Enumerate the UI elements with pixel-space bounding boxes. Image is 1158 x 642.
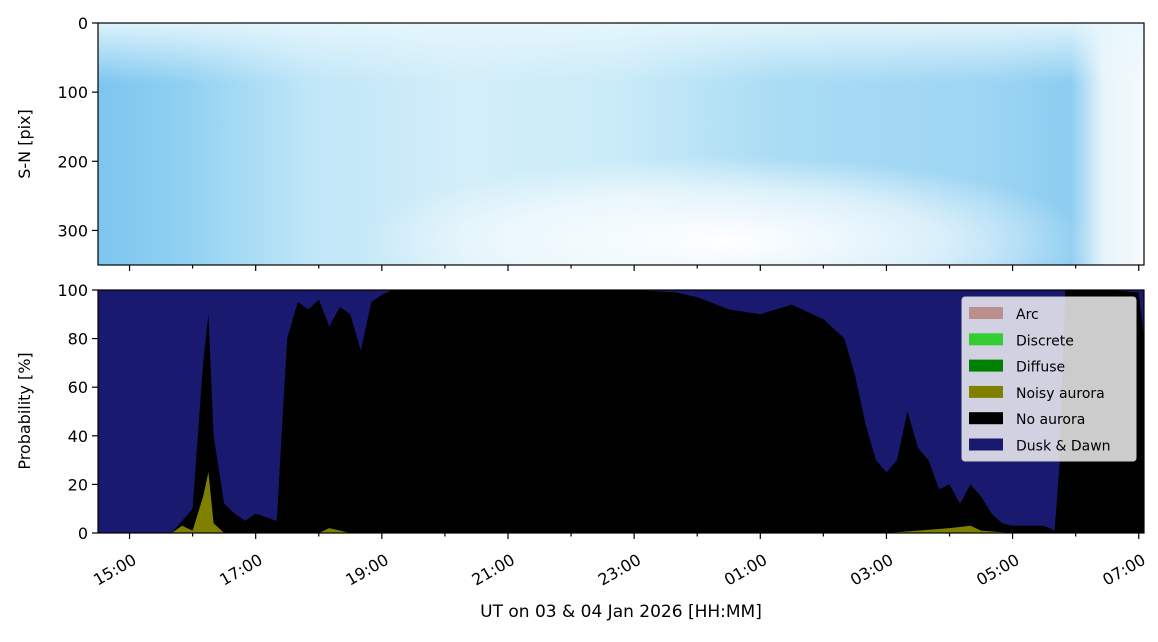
probability-x-tick-label: 07:00 (1099, 550, 1148, 590)
probability-frame (97, 289, 1145, 534)
x-axis-label: UT on 03 & 04 Jan 2026 [HH:MM] (480, 602, 762, 622)
legend-label: Dusk & Dawn (1016, 439, 1111, 455)
legend-label: Discrete (1016, 333, 1074, 349)
probability-y-tick-label: 20 (68, 475, 88, 494)
legend-label: Arc (1016, 307, 1039, 323)
probability-y-ticks: 0 20 40 60 80 100 (57, 281, 98, 543)
keogram-y-tick-label: 100 (57, 83, 88, 102)
legend-swatch (969, 333, 1003, 346)
legend: Arc Discrete Diffuse Noisy aurora No aurora D… (961, 296, 1137, 462)
probability-y-tick-label: 100 (57, 281, 88, 300)
legend-items: Arc Discrete Diffuse Noisy aurora No aurora D… (969, 307, 1111, 455)
probability-x-tick-label: 03:00 (847, 550, 896, 590)
probability-x-ticks: 15:00 17:00 19:00 21:00 23:00 01:00 03:00 05:00… (90, 533, 1149, 590)
probability-x-tick-label: 23:00 (595, 550, 644, 590)
probability-x-tick-label: 01:00 (721, 550, 770, 590)
legend-box (961, 296, 1137, 462)
legend-label: Diffuse (1016, 360, 1065, 376)
probability-x-tick-label: 19:00 (342, 550, 391, 590)
probability-x-tick-label: 05:00 (973, 550, 1022, 590)
probability-y-tick-label: 0 (78, 524, 88, 543)
probability-y-tick-label: 40 (68, 427, 88, 446)
legend-swatch (969, 438, 1003, 451)
keogram-frame (97, 22, 1145, 266)
legend-swatch (969, 412, 1003, 425)
probability-x-tick-label: 17:00 (216, 550, 265, 590)
legend-label: No aurora (1016, 412, 1085, 428)
legend-swatch (969, 385, 1003, 398)
keogram-y-tick-label: 200 (57, 152, 88, 171)
keogram-y-label: S-N [pix] (15, 109, 34, 179)
keogram-y-tick-label: 300 (57, 221, 88, 240)
probability-y-tick-label: 80 (68, 330, 88, 349)
probability-y-label: Probability [%] (15, 352, 34, 469)
probability-panel: 0 20 40 60 80 100 15:00 17:00 19:00 21:00 23:00 01… (15, 281, 1149, 622)
probability-x-tick-label: 21:00 (469, 550, 518, 590)
keogram-y-ticks: 0 100 200 300 (57, 14, 98, 240)
keogram-x-ticks (128, 265, 1140, 271)
keogram-y-tick-label: 0 (78, 14, 88, 33)
probability-y-tick-label: 60 (68, 378, 88, 397)
probability-x-tick-label: 15:00 (90, 550, 139, 590)
no-aurora-area (98, 290, 1144, 533)
legend-label: Noisy aurora (1016, 386, 1105, 402)
legend-swatch (969, 359, 1003, 372)
keogram-image-top (98, 23, 1144, 265)
noisy-aurora-area (98, 472, 1144, 533)
legend-swatch (969, 307, 1003, 319)
keogram-panel: 0 100 200 300 S-N [pix] (15, 14, 1145, 271)
